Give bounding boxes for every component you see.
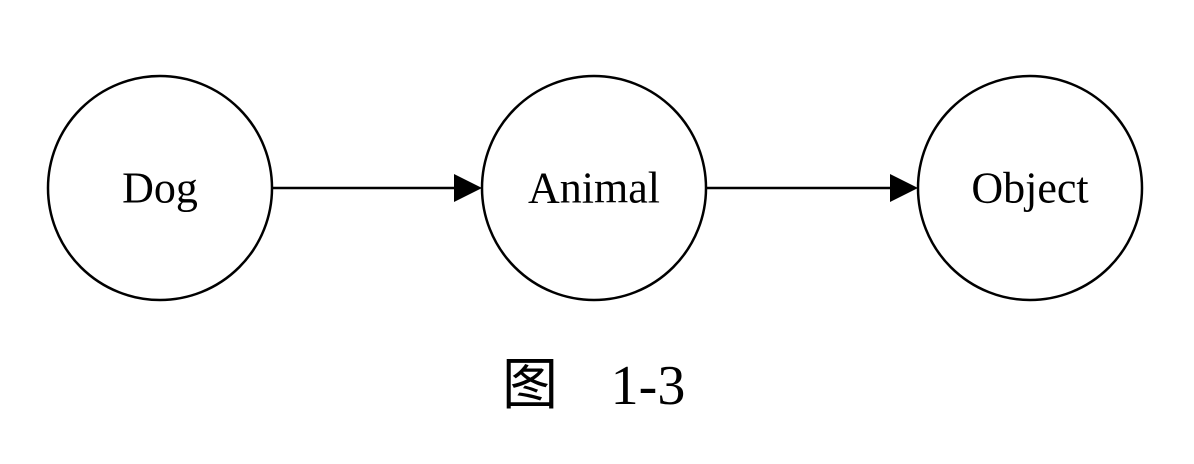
edge-animal-to-object bbox=[706, 174, 918, 202]
node-dog: Dog bbox=[46, 74, 274, 302]
node-circle bbox=[480, 74, 708, 302]
node-label-object: Object bbox=[971, 164, 1088, 213]
figure-caption: 图 1-3 bbox=[502, 355, 685, 417]
edge-dog-to-animal bbox=[272, 174, 482, 202]
node-circle bbox=[916, 74, 1144, 302]
node-animal: Animal bbox=[480, 74, 708, 302]
node-object: Object bbox=[916, 74, 1144, 302]
node-circle bbox=[46, 74, 274, 302]
arrowhead-icon bbox=[890, 174, 918, 202]
node-label-dog: Dog bbox=[122, 164, 198, 213]
node-label-animal: Animal bbox=[528, 164, 660, 213]
caption-prefix: 图 bbox=[502, 355, 558, 417]
caption-number: 1-3 bbox=[611, 355, 686, 417]
arrowhead-icon bbox=[454, 174, 482, 202]
